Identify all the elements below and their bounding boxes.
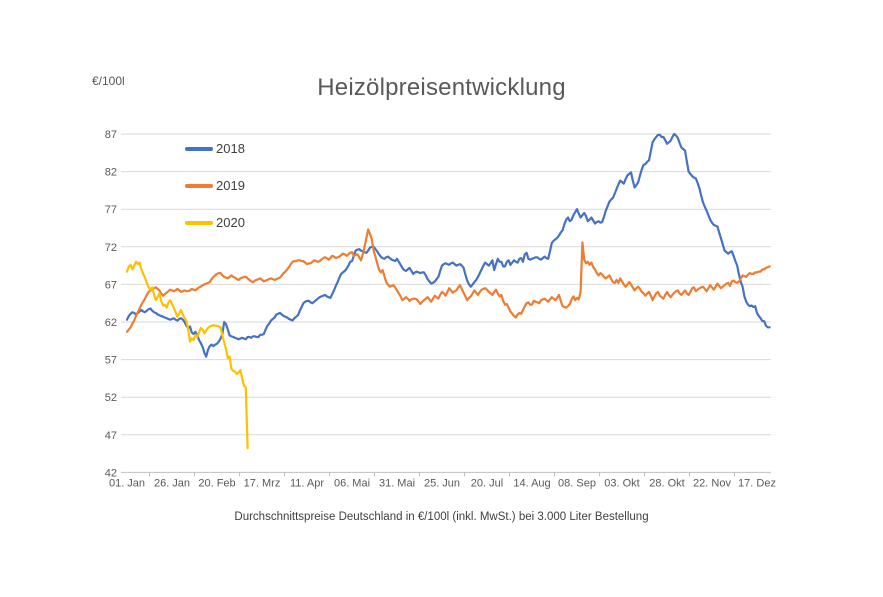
x-tick-label: 28. Okt: [649, 477, 684, 489]
x-tick-label: 06. Mai: [334, 477, 370, 489]
x-tick-label: 22. Nov: [693, 477, 731, 489]
x-tick-label: 26. Jan: [154, 477, 190, 489]
legend-swatch-2019: [185, 184, 213, 188]
legend-label-2019: 2019: [216, 178, 245, 193]
x-tick-label: 25. Jun: [424, 477, 460, 489]
x-tick-label: 20. Jul: [471, 477, 503, 489]
y-tick-label: 47: [105, 430, 117, 442]
y-tick-label: 87: [105, 129, 117, 141]
x-tick-label: 20. Feb: [198, 477, 235, 489]
legend-item-2018: 2018: [185, 140, 245, 158]
y-tick-label: 52: [105, 392, 117, 404]
x-tick-label: 01. Jan: [109, 477, 145, 489]
x-tick-label: 08. Sep: [558, 477, 596, 489]
legend-label-2018: 2018: [216, 141, 245, 156]
legend-item-2020: 2020: [185, 214, 245, 232]
y-tick-label: 77: [105, 204, 117, 216]
legend-swatch-2020: [185, 221, 213, 225]
x-tick-label: 14. Aug: [513, 477, 550, 489]
x-tick-label: 17. Mrz: [244, 477, 281, 489]
y-tick-label: 82: [105, 167, 117, 179]
x-tick-label: 03. Okt: [604, 477, 639, 489]
series-line-2018: [125, 132, 771, 358]
y-axis-unit-label: €/100l: [92, 74, 125, 88]
y-tick-label: 67: [105, 279, 117, 291]
y-tick-label: 72: [105, 242, 117, 254]
x-tick-label: 11. Apr: [290, 477, 324, 489]
x-tick-label: 31. Mai: [379, 477, 415, 489]
y-tick-label: 62: [105, 317, 117, 329]
chart-title: Heizölpreisentwicklung: [317, 74, 566, 101]
series-line-2020: [125, 260, 249, 450]
chart-caption: Durchschnittspreise Deutschland in €/100…: [234, 511, 649, 523]
y-tick-label: 57: [105, 355, 117, 367]
legend-swatch-2018: [185, 147, 213, 151]
legend-item-2019: 2019: [185, 177, 245, 195]
series-line-2019: [125, 228, 771, 333]
x-tick-label: 17. Dez: [738, 477, 776, 489]
y-tick-label: 42: [105, 467, 117, 479]
legend-label-2020: 2020: [216, 215, 245, 230]
